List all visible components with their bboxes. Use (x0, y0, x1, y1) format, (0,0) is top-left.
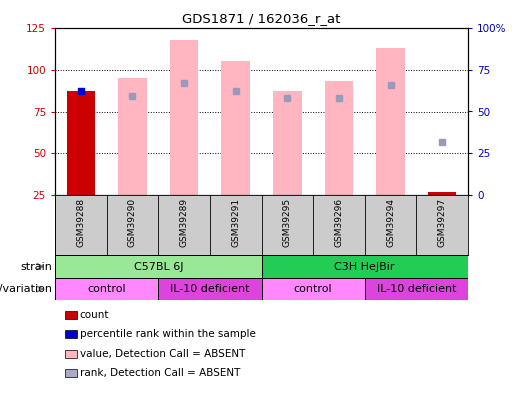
Text: GSM39295: GSM39295 (283, 198, 292, 247)
Bar (262, 278, 365, 300)
Bar (325, 81, 353, 195)
Text: value, Detection Call = ABSENT: value, Detection Call = ABSENT (80, 349, 245, 359)
Text: C3H HeJBir: C3H HeJBir (335, 262, 395, 271)
Text: control: control (88, 284, 126, 294)
Text: control: control (294, 284, 333, 294)
Text: GSM39291: GSM39291 (231, 198, 240, 247)
Bar (66, 92, 95, 195)
Text: GSM39297: GSM39297 (438, 198, 447, 247)
Bar (55, 278, 158, 300)
Text: GSM39288: GSM39288 (76, 198, 85, 247)
Bar (55, 255, 262, 278)
Text: percentile rank within the sample: percentile rank within the sample (80, 329, 255, 339)
Text: IL-10 deficient: IL-10 deficient (376, 284, 456, 294)
Bar (158, 278, 262, 300)
Text: rank, Detection Call = ABSENT: rank, Detection Call = ABSENT (80, 368, 240, 378)
Bar (376, 48, 405, 195)
Text: strain: strain (21, 262, 53, 271)
Text: IL-10 deficient: IL-10 deficient (170, 284, 250, 294)
Text: GSM39296: GSM39296 (334, 198, 344, 247)
Text: GSM39294: GSM39294 (386, 198, 395, 247)
Bar (170, 40, 198, 195)
Bar (273, 92, 301, 195)
Title: GDS1871 / 162036_r_at: GDS1871 / 162036_r_at (182, 13, 341, 26)
Text: GSM39290: GSM39290 (128, 198, 137, 247)
Bar (118, 78, 147, 195)
Bar (428, 192, 456, 195)
Bar (365, 278, 468, 300)
Bar (262, 255, 468, 278)
Text: C57BL 6J: C57BL 6J (133, 262, 183, 271)
Bar (221, 62, 250, 195)
Text: count: count (80, 310, 109, 320)
Text: GSM39289: GSM39289 (180, 198, 188, 247)
Text: genotype/variation: genotype/variation (0, 284, 53, 294)
